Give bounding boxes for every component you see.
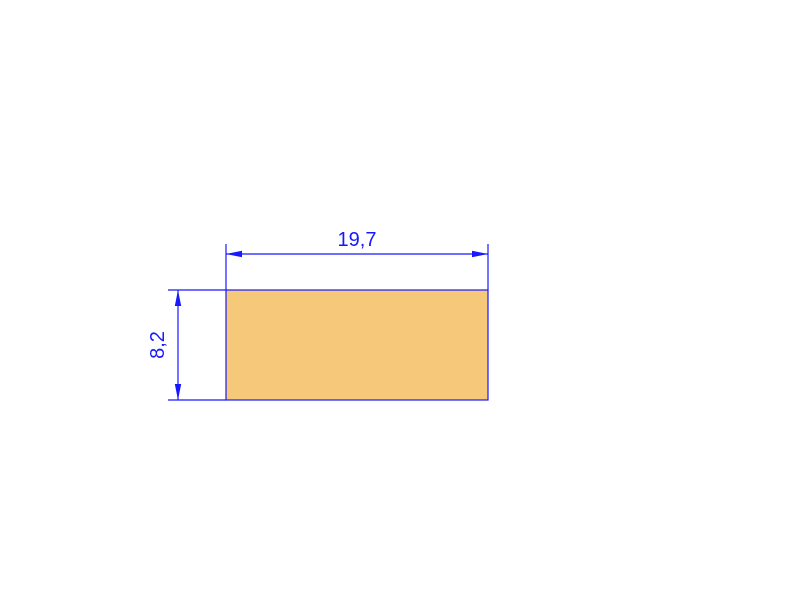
width-arrow-right <box>472 251 488 257</box>
height-dimension-label: 8,2 <box>147 331 169 359</box>
dimension-diagram: 19,7 8,2 <box>0 0 800 600</box>
height-arrow-bottom <box>175 384 181 400</box>
height-dimension: 8,2 <box>147 290 226 400</box>
profile-rectangle <box>226 290 488 400</box>
width-dimension-label: 19,7 <box>338 229 377 251</box>
width-dimension: 19,7 <box>226 229 488 290</box>
height-arrow-top <box>175 290 181 306</box>
width-arrow-left <box>226 251 242 257</box>
